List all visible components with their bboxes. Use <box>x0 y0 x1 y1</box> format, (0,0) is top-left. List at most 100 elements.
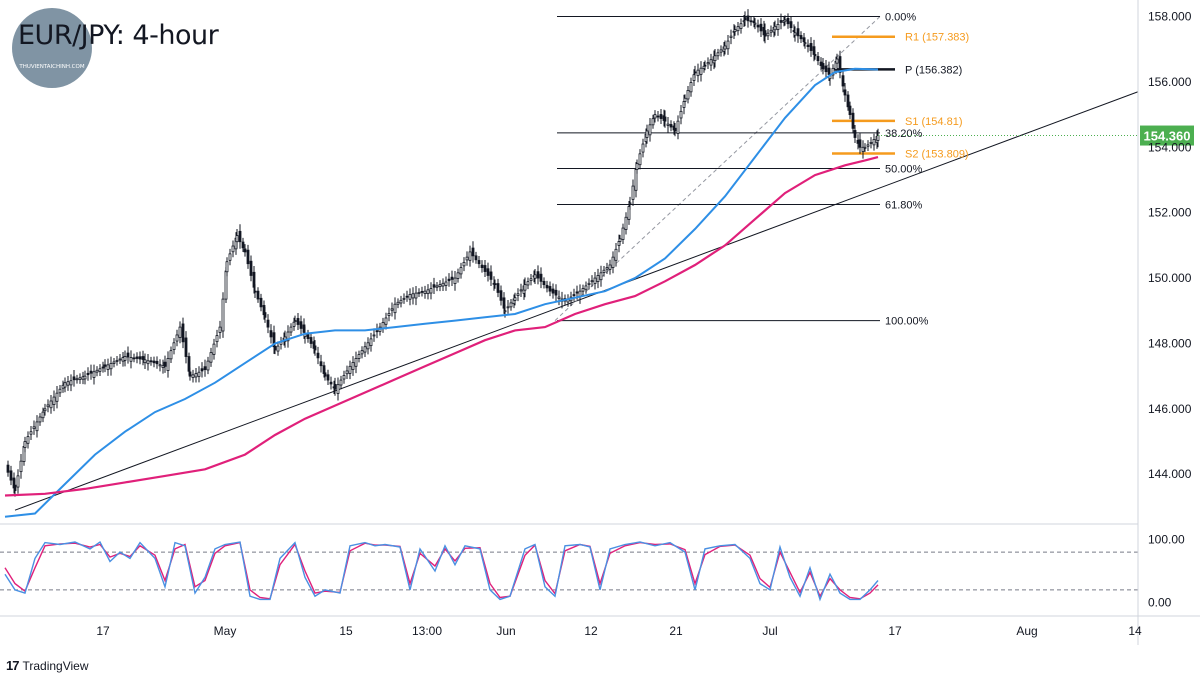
candle-body <box>118 358 122 361</box>
candle-body <box>447 278 451 282</box>
candle-body <box>468 251 472 261</box>
candle-body <box>733 29 737 33</box>
candle-body <box>483 265 487 272</box>
candle-body <box>375 330 379 333</box>
tradingview-branding[interactable]: 17 TradingView <box>6 658 89 673</box>
candle-body <box>516 293 520 296</box>
candle-body <box>746 15 750 22</box>
candle-body <box>459 267 463 275</box>
candle-body <box>238 230 242 243</box>
candle-body <box>593 277 597 284</box>
candle-body <box>709 59 713 66</box>
candle-body <box>435 285 439 288</box>
time-tick-label: 15 <box>339 624 353 638</box>
candle-body <box>848 105 852 116</box>
candle-body <box>477 260 481 265</box>
candle-body <box>72 376 76 381</box>
candle-body <box>78 377 82 380</box>
candle-body <box>533 274 537 279</box>
time-tick-label: 21 <box>669 624 683 638</box>
candle-body <box>876 135 880 141</box>
candle-body <box>411 293 415 299</box>
candle-body <box>109 363 113 370</box>
candle-body <box>83 375 87 380</box>
branding-label: TradingView <box>22 658 89 673</box>
stochastic-tick-label: 100.00 <box>1148 532 1185 546</box>
candle-body <box>289 326 293 333</box>
sma-slow-line <box>4 156 879 497</box>
candle-body <box>624 216 628 230</box>
candle-body <box>618 238 622 242</box>
candle-body <box>98 368 102 372</box>
candle-body <box>163 361 167 367</box>
candle-body <box>471 247 475 257</box>
candle-body <box>138 356 142 360</box>
candle-body <box>786 17 790 25</box>
candle-body <box>450 276 454 280</box>
candle-body <box>9 470 13 481</box>
candle-body <box>729 35 733 38</box>
candle-body <box>776 23 780 30</box>
last-price-badge <box>1140 125 1194 146</box>
candle-body <box>666 123 670 126</box>
stochastic-tick-label: 0.00 <box>1148 596 1172 610</box>
candle-body <box>86 372 90 376</box>
candle-body <box>231 245 235 253</box>
candle-body <box>63 382 67 388</box>
candle-body <box>263 312 267 318</box>
candle-body <box>132 357 136 360</box>
candle-body <box>596 275 600 282</box>
candle-body <box>689 82 693 93</box>
candle-body <box>129 357 133 362</box>
candle-body <box>499 290 503 301</box>
candle-body <box>669 124 673 128</box>
candle-body <box>354 358 358 367</box>
candle-body <box>627 206 631 220</box>
candle-body <box>542 280 546 286</box>
candle-body <box>178 326 182 338</box>
pivot-level-label: P (156.382) <box>905 64 962 76</box>
candle-body <box>756 24 760 28</box>
axes: 158.000 156.000 154.000 152.000 150.000 148.0… <box>0 0 1200 645</box>
candle-body <box>548 286 552 292</box>
candle-body <box>46 404 50 408</box>
candle-body <box>796 28 800 37</box>
candle-body <box>175 334 179 342</box>
watermark-logo: THUVIENTAICHINH.COM <box>12 8 92 88</box>
candle-body <box>228 253 232 261</box>
candle-body <box>309 337 313 344</box>
candle-body <box>357 354 361 359</box>
candle-body <box>115 360 119 362</box>
candle-body <box>635 163 639 171</box>
candle-body <box>739 23 743 29</box>
candle-body <box>474 255 478 261</box>
candle-body <box>319 361 323 367</box>
candle-body <box>293 320 297 322</box>
candle-body <box>212 343 216 355</box>
candle-body <box>221 298 225 332</box>
candle-body <box>693 71 697 74</box>
candle-body <box>753 22 757 25</box>
candle-body <box>135 356 139 359</box>
candle-body <box>806 44 810 48</box>
candle-body <box>551 288 555 294</box>
stochastic-k-line <box>4 540 879 602</box>
candle-body <box>241 241 245 249</box>
price-tick-label: 150.000 <box>1148 271 1192 285</box>
time-tick-label: 17 <box>96 624 110 638</box>
candle-body <box>529 278 533 282</box>
candle-body <box>853 130 857 138</box>
candle-body <box>653 114 657 119</box>
candle-body <box>253 290 257 293</box>
candle-body <box>66 381 70 386</box>
candle-body <box>679 110 683 119</box>
candle-body <box>75 378 79 381</box>
candle-body <box>225 261 229 273</box>
candle-body <box>194 373 198 378</box>
candle-body <box>789 21 793 29</box>
candle-body <box>336 384 340 394</box>
candle-body <box>49 400 53 409</box>
candle-body <box>89 370 93 374</box>
candle-body <box>52 396 56 405</box>
